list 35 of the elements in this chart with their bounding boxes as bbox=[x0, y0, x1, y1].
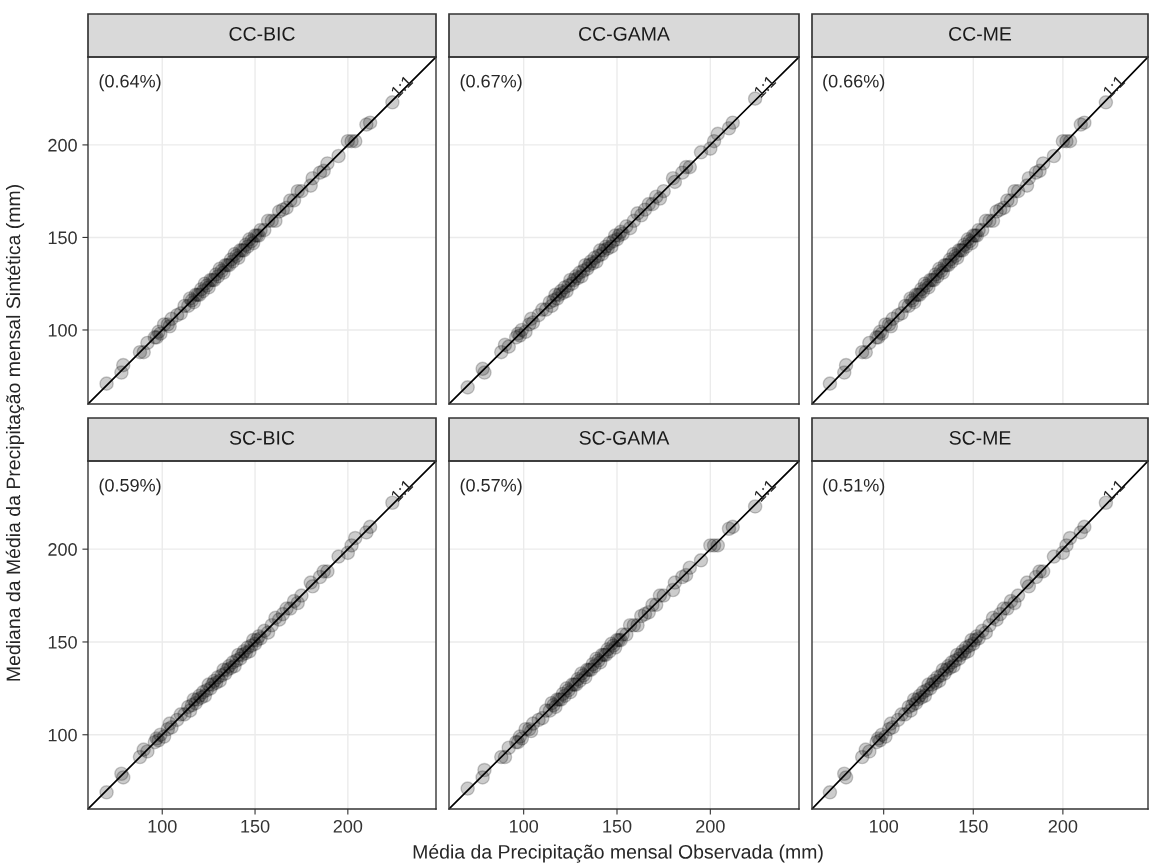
annotation: (0.51%) bbox=[823, 478, 885, 496]
chart-title: SC-ME bbox=[949, 430, 1011, 445]
x-tick-label: 100 bbox=[148, 819, 177, 833]
chart-title: CC-ME bbox=[949, 26, 1012, 41]
annotation: (0.57%) bbox=[460, 478, 522, 496]
text: 1:1 bbox=[390, 74, 414, 98]
text: 1:1 bbox=[1102, 74, 1126, 98]
x-tick-label: 100 bbox=[870, 819, 899, 833]
y-tick-label: 200 bbox=[48, 543, 77, 556]
y-tick-label: 200 bbox=[48, 138, 77, 152]
x-tick-label: 200 bbox=[696, 819, 725, 833]
x-tick-label: 200 bbox=[333, 819, 363, 833]
y-tick-label: 100 bbox=[48, 728, 77, 742]
x-tick-label: 200 bbox=[1048, 819, 1078, 833]
text: 1:1 bbox=[753, 74, 777, 98]
x-tick-label: 100 bbox=[509, 819, 539, 833]
x-tick-label: 150 bbox=[241, 819, 270, 833]
text: 1:1 bbox=[1102, 478, 1126, 502]
y-tick-label: 100 bbox=[48, 323, 77, 337]
x-tick-label: 150 bbox=[959, 819, 988, 833]
y-tick-label: 150 bbox=[48, 635, 77, 649]
x-tick-label: 150 bbox=[603, 819, 632, 833]
text: 1:1 bbox=[390, 478, 414, 502]
text: 1:1 bbox=[753, 478, 777, 502]
annotation: (0.67%) bbox=[460, 74, 522, 92]
chart-title: SC-GAMA bbox=[579, 430, 670, 445]
x-axis-title: Média da Precipitação mensal Observada (mm) bbox=[413, 844, 823, 863]
chart-title: CC-BIC bbox=[229, 26, 295, 41]
annotation: (0.64%) bbox=[99, 74, 161, 92]
annotation: (0.66%) bbox=[823, 74, 885, 92]
y-tick-label: 150 bbox=[48, 231, 77, 245]
chart-title: SC-BIC bbox=[229, 430, 295, 445]
chart-title: CC-GAMA bbox=[579, 26, 670, 41]
annotation: (0.59%) bbox=[99, 478, 161, 496]
y-axis-title: Mediana da Média da Precipitação mensal Sintética (mm) bbox=[5, 185, 25, 681]
